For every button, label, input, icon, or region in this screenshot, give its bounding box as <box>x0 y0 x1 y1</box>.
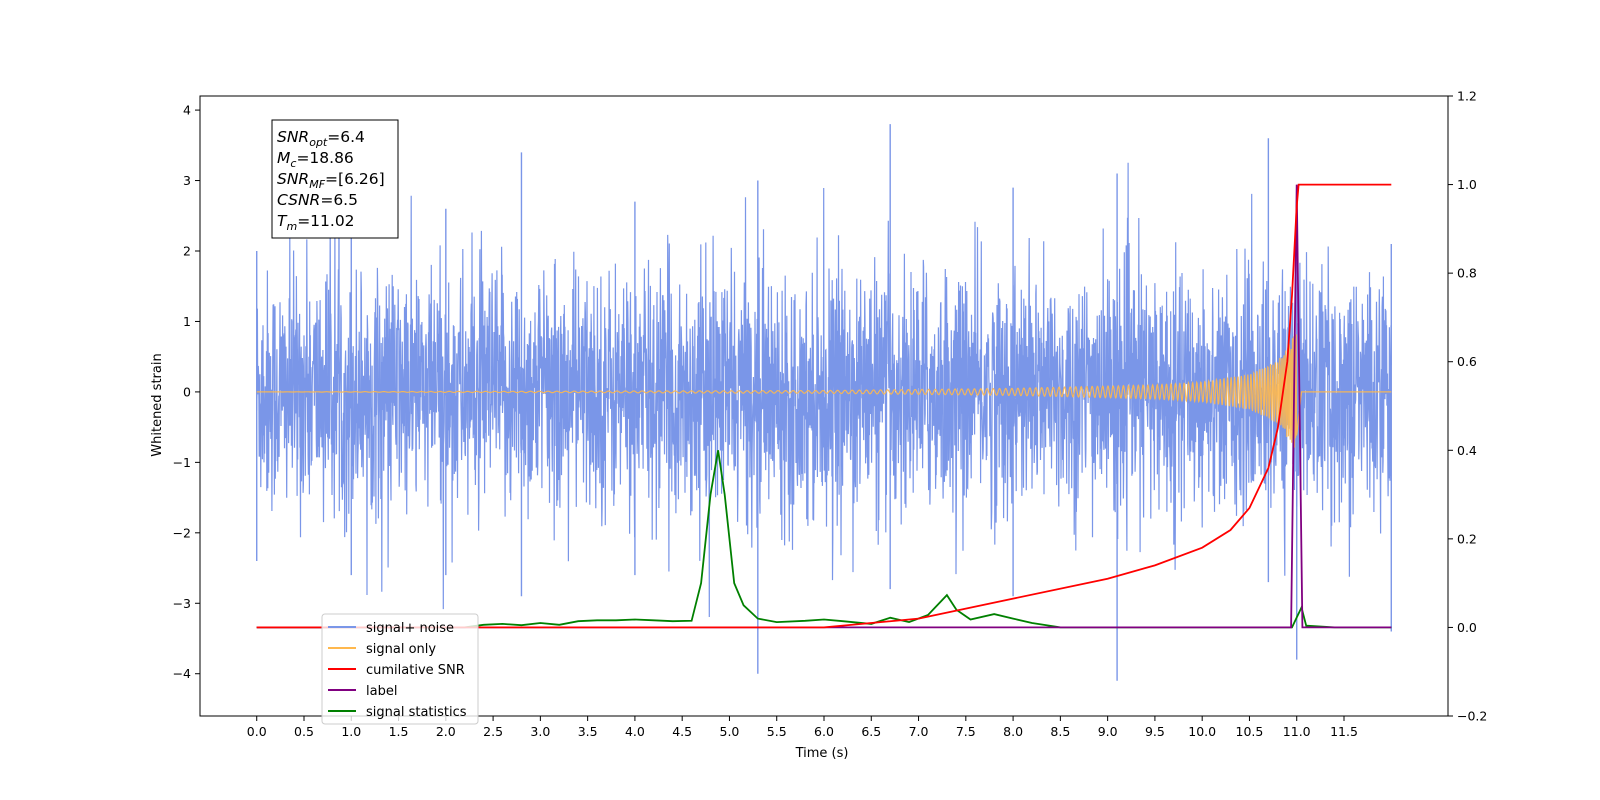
annotation-line: SNRMF=[6.26] <box>277 170 385 191</box>
x-tick-label: 2.0 <box>436 724 456 739</box>
y-tick-label: −3 <box>173 596 191 611</box>
x-tick-label: 10.0 <box>1188 724 1216 739</box>
y-tick-label: 1 <box>183 314 191 329</box>
y-tick-label: 0 <box>183 384 191 399</box>
plot-series <box>256 124 1392 681</box>
y-right-tick-label: 0.0 <box>1457 620 1477 635</box>
legend-label: signal only <box>366 642 436 657</box>
y-right-tick-label: 1.2 <box>1457 89 1477 104</box>
y-right-tick-label: 0.2 <box>1457 531 1477 546</box>
label-line <box>256 184 1392 629</box>
legend-label: label <box>366 684 397 699</box>
y-tick-label: 2 <box>183 244 191 259</box>
annotation-line: Mc=18.86 <box>277 149 354 170</box>
y-tick-label: −2 <box>173 525 191 540</box>
x-tick-label: 4.0 <box>625 724 645 739</box>
x-tick-label: 6.5 <box>861 724 881 739</box>
x-tick-label: 7.0 <box>909 724 929 739</box>
y-axis-label: Whitened strain <box>150 353 165 456</box>
annotation-frame <box>271 119 399 239</box>
x-tick-label: 11.0 <box>1283 724 1311 739</box>
y-axis-right: 1.2 1.0 0.8 0.6 0.4 0.2 0.0 −0.2 <box>1448 89 1487 724</box>
y-right-tick-label: 0.8 <box>1457 266 1477 281</box>
x-tick-label: 1.0 <box>341 724 361 739</box>
x-tick-label: 8.5 <box>1050 724 1070 739</box>
legend-label: cumilative SNR <box>366 663 465 678</box>
y-tick-label: −1 <box>173 455 191 470</box>
y-axis-left: 4 3 2 1 0 −1 −2 −3 −4 <box>173 103 200 681</box>
annotation-line: SNRopt=6.4 <box>277 128 365 149</box>
y-tick-label: −4 <box>173 666 191 681</box>
cumulative-snr-line <box>256 183 1392 629</box>
x-tick-label: 0.0 <box>247 724 267 739</box>
x-tick-label: 2.5 <box>483 724 503 739</box>
x-tick-label: 6.0 <box>814 724 834 739</box>
y-tick-label: 4 <box>183 103 191 118</box>
x-tick-label: 9.0 <box>1098 724 1118 739</box>
legend-label: signal+ noise <box>366 621 454 636</box>
y-right-tick-label: 1.0 <box>1457 177 1477 192</box>
x-tick-label: 3.0 <box>530 724 550 739</box>
y-tick-label: 3 <box>183 173 191 188</box>
signal-only-line <box>256 334 1392 448</box>
x-tick-label: 11.5 <box>1330 724 1358 739</box>
annotation-line: CSNR=6.5 <box>277 191 358 209</box>
x-axis: 0.0 0.5 1.0 1.5 2.0 2.5 3.0 3.5 4.0 4.5 5.0 5.5 6.0 6… <box>247 716 1358 739</box>
x-tick-label: 3.5 <box>578 724 598 739</box>
x-tick-label: 7.5 <box>956 724 976 739</box>
x-tick-label: 0.5 <box>294 724 314 739</box>
legend-label: signal statistics <box>366 705 467 720</box>
x-tick-label: 8.0 <box>1003 724 1023 739</box>
x-tick-label: 5.5 <box>767 724 787 739</box>
y-right-tick-label: 0.4 <box>1457 443 1477 458</box>
x-tick-label: 5.0 <box>720 724 740 739</box>
y-right-tick-label: 0.6 <box>1457 354 1477 369</box>
x-axis-label: Time (s) <box>795 746 849 761</box>
x-tick-label: 10.5 <box>1236 724 1264 739</box>
legend-frame <box>321 613 479 725</box>
annotation-line: Tm=11.02 <box>277 212 355 233</box>
x-tick-label: 4.5 <box>672 724 692 739</box>
x-tick-label: 1.5 <box>389 724 409 739</box>
legend: signal+ noise signal only cumilative SNR la… <box>321 613 479 725</box>
x-tick-label: 9.5 <box>1145 724 1165 739</box>
y-right-tick-label: −0.2 <box>1457 709 1487 724</box>
